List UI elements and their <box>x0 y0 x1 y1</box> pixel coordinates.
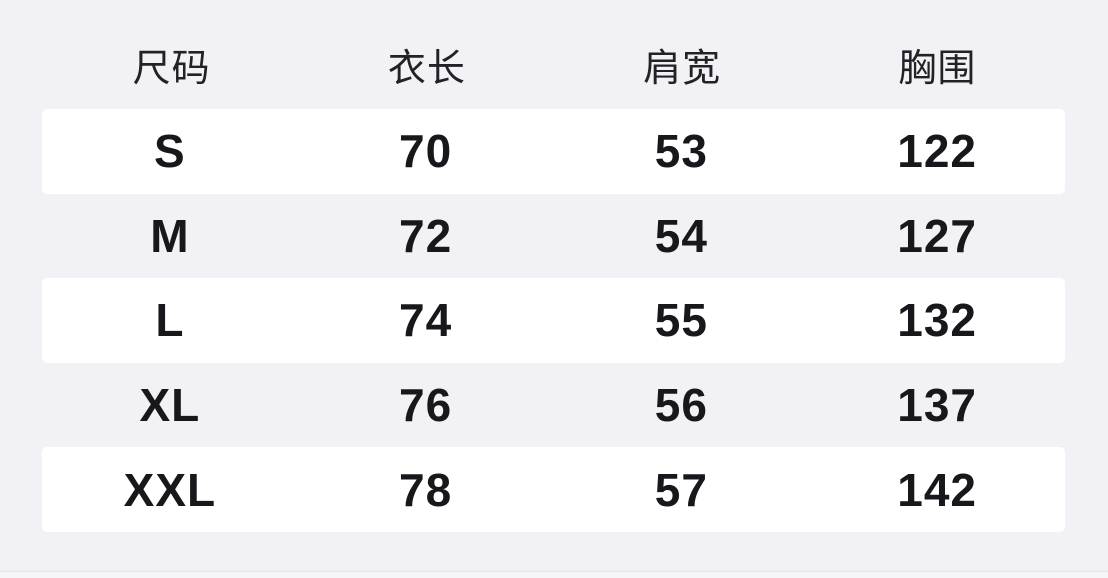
column-header-chest: 胸围 <box>898 48 977 90</box>
cell-shoulder: 55 <box>654 294 708 347</box>
cell-length: 76 <box>399 379 453 432</box>
table-row-l: L 74 55 132 <box>42 278 1065 363</box>
cell-chest: 122 <box>897 125 977 178</box>
cell-shoulder: 53 <box>654 125 708 178</box>
cell-size: XL <box>139 379 201 432</box>
bottom-divider <box>0 571 1108 572</box>
cell-length: 74 <box>399 294 453 347</box>
column-header-length: 衣长 <box>387 48 466 90</box>
table-row-xl: XL 76 56 137 <box>42 363 1065 448</box>
column-header-size: 尺码 <box>132 48 211 90</box>
cell-size: L <box>155 294 185 347</box>
cell-chest: 142 <box>897 463 977 516</box>
bottom-strip <box>0 572 1108 578</box>
cell-chest: 127 <box>897 209 977 262</box>
column-header-shoulder: 肩宽 <box>643 48 722 90</box>
cell-length: 78 <box>399 463 453 516</box>
table-row-xxl: XXL 78 57 142 <box>42 447 1065 532</box>
size-chart-table: 尺码 衣长 肩宽 胸围 S 70 53 122 M 72 54 127 L 74… <box>42 0 1065 532</box>
cell-length: 72 <box>399 209 453 262</box>
cell-shoulder: 57 <box>654 463 708 516</box>
cell-shoulder: 54 <box>654 209 708 262</box>
cell-chest: 132 <box>897 294 977 347</box>
cell-shoulder: 56 <box>654 379 708 432</box>
cell-size: XXL <box>123 463 217 516</box>
cell-length: 70 <box>399 125 453 178</box>
table-row-s: S 70 53 122 <box>42 109 1065 194</box>
cell-chest: 137 <box>897 379 977 432</box>
table-row-m: M 72 54 127 <box>42 194 1065 279</box>
cell-size: M <box>150 209 190 262</box>
table-header-row: 尺码 衣长 肩宽 胸围 <box>44 0 1065 109</box>
cell-size: S <box>154 125 186 178</box>
